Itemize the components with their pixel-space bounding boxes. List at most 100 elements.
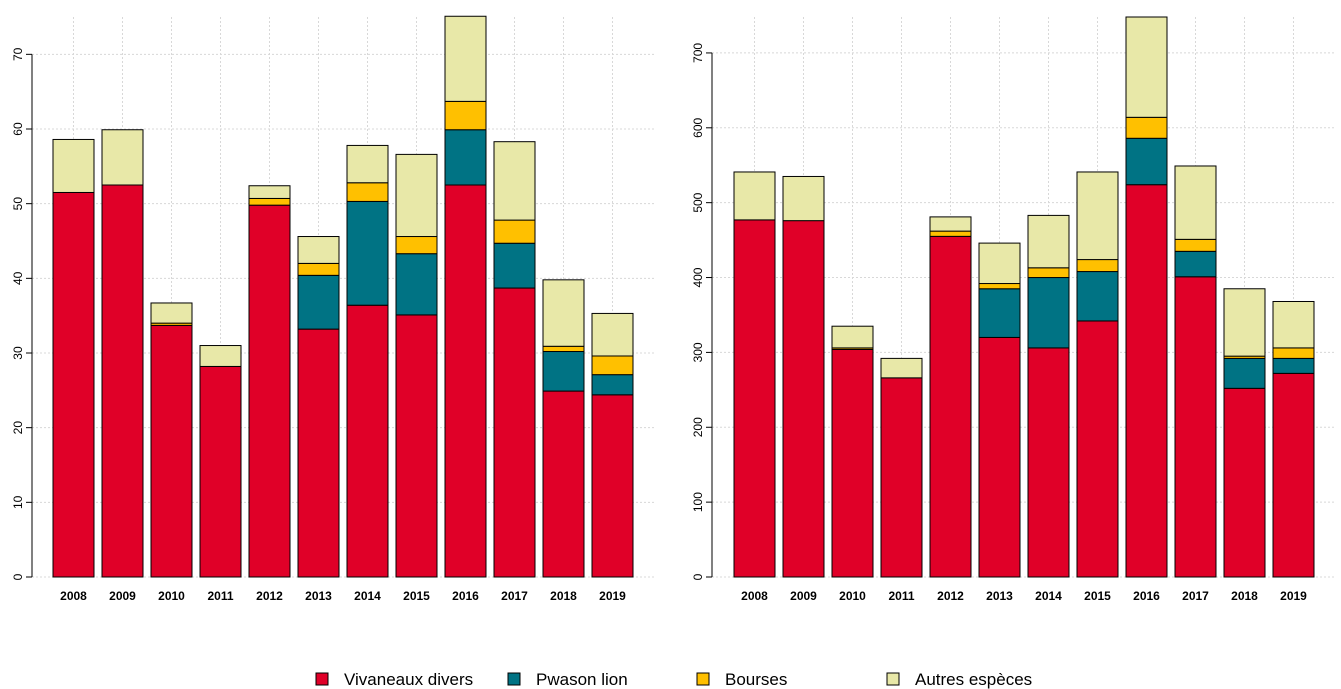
bar-autres-especes-2010 [150, 302, 193, 324]
bar-pwason-lion-2018 [1223, 357, 1266, 389]
x-tick-label: 2016 [452, 589, 479, 603]
x-tick-label: 2018 [1231, 589, 1258, 603]
bar-bourses-2016 [444, 100, 487, 131]
bar-pwason-lion-2013 [978, 288, 1021, 338]
x-tick-label: 2012 [937, 589, 964, 603]
bar-autres-especes-2014 [346, 144, 389, 184]
bar-autres-especes-2011 [880, 357, 923, 379]
bar-autres-especes-2016 [1125, 16, 1168, 118]
legend-label: Vivaneaux divers [344, 670, 473, 689]
bar-vivaneaux-divers-2017 [493, 287, 536, 578]
x-tick-label: 2010 [158, 589, 185, 603]
bar-bourses-2012 [929, 230, 972, 237]
y-tick-label: 20 [11, 421, 25, 435]
bar-vivaneaux-divers-2010 [150, 324, 193, 578]
bar-vivaneaux-divers-2013 [297, 328, 340, 578]
y-tick-label: 500 [691, 192, 705, 212]
bar-vivaneaux-divers-2016 [444, 184, 487, 578]
bar-autres-especes-2012 [248, 185, 291, 199]
x-tick-label: 2008 [741, 589, 768, 603]
x-tick-label: 2017 [1182, 589, 1209, 603]
bar-bourses-2015 [395, 236, 438, 255]
y-tick-label: 700 [691, 43, 705, 63]
legend-swatch [507, 672, 521, 686]
bar-autres-especes-2014 [1027, 214, 1070, 269]
x-tick-label: 2010 [839, 589, 866, 603]
bar-autres-especes-2009 [101, 129, 144, 186]
bar-bourses-2019 [591, 355, 634, 376]
legend: Vivaneaux divers Pwason lion Bourses Autres… [315, 670, 1032, 689]
bar-autres-especes-2012 [929, 216, 972, 232]
bar-vivaneaux-divers-2019 [1272, 372, 1315, 578]
y-tick-label: 40 [11, 271, 25, 285]
bar-autres-especes-2018 [542, 279, 585, 347]
legend-label: Pwason lion [536, 670, 628, 689]
y-tick-label: 70 [11, 47, 25, 61]
bar-vivaneaux-divers-2011 [199, 365, 242, 578]
y-axis: 0 10 20 30 40 50 60 70 [11, 47, 33, 580]
bar-bourses-2013 [297, 262, 340, 276]
x-tick-label: 2008 [60, 589, 87, 603]
bar-pwason-lion-2017 [1174, 250, 1217, 278]
legend-swatch [886, 672, 900, 686]
y-tick-label: 0 [691, 573, 705, 580]
x-tick-label: 2014 [1035, 589, 1062, 603]
x-axis: 2008 2009 2010 2011 2012 2013 2014 2015 2016 2017… [60, 589, 626, 603]
bar-bourses-2015 [1076, 259, 1119, 273]
legend-swatch [696, 672, 710, 686]
bar-vivaneaux-divers-2013 [978, 336, 1021, 578]
bar-autres-especes-2016 [444, 15, 487, 102]
bar-pwason-lion-2014 [346, 200, 389, 306]
bar-autres-especes-2018 [1223, 288, 1266, 357]
x-tick-label: 2009 [109, 589, 136, 603]
bar-autres-especes-2019 [591, 312, 634, 357]
y-tick-label: 30 [11, 346, 25, 360]
bar-autres-especes-2013 [978, 242, 1021, 285]
bar-vivaneaux-divers-2014 [346, 304, 389, 578]
bar-autres-especes-2013 [297, 236, 340, 264]
x-tick-label: 2011 [207, 589, 233, 603]
bar-bourses-2017 [1174, 238, 1217, 252]
bar-pwason-lion-2019 [591, 374, 634, 396]
bar-autres-especes-2008 [52, 138, 95, 193]
bar-vivaneaux-divers-2008 [733, 219, 776, 578]
bar-vivaneaux-divers-2009 [101, 184, 144, 578]
bar-vivaneaux-divers-2008 [52, 191, 95, 578]
bar-autres-especes-2017 [493, 141, 536, 221]
bar-pwason-lion-2015 [395, 253, 438, 316]
bar-vivaneaux-divers-2009 [782, 220, 825, 578]
bar-pwason-lion-2018 [542, 351, 585, 392]
y-tick-label: 400 [691, 267, 705, 287]
bar-pwason-lion-2014 [1027, 277, 1070, 349]
bar-pwason-lion-2016 [1125, 137, 1168, 186]
legend-item-pwason-lion: Pwason lion [507, 670, 628, 689]
bar-vivaneaux-divers-2018 [542, 390, 585, 578]
bar-vivaneaux-divers-2015 [395, 314, 438, 578]
bar-autres-especes-2011 [199, 345, 242, 367]
bar-vivaneaux-divers-2012 [929, 235, 972, 578]
y-axis: 0 100 200 300 400 500 600 700 [691, 43, 713, 580]
y-tick-label: 50 [11, 197, 25, 211]
x-tick-label: 2016 [1133, 589, 1160, 603]
legend-item-vivaneaux-divers: Vivaneaux divers [315, 670, 473, 689]
y-tick-label: 600 [691, 117, 705, 137]
x-tick-label: 2014 [354, 589, 381, 603]
y-tick-label: 200 [691, 417, 705, 437]
y-tick-label: 300 [691, 342, 705, 362]
x-tick-label: 2009 [790, 589, 817, 603]
bar-autres-especes-2017 [1174, 165, 1217, 240]
bar-vivaneaux-divers-2011 [880, 377, 923, 578]
bar-pwason-lion-2015 [1076, 271, 1119, 322]
bar-pwason-lion-2013 [297, 274, 340, 330]
x-axis: 2008 2009 2010 2011 2012 2013 2014 2015 2016 2017… [741, 589, 1307, 603]
x-tick-label: 2015 [403, 589, 430, 603]
bar-vivaneaux-divers-2014 [1027, 347, 1070, 578]
bar-bourses-2013 [978, 283, 1021, 290]
bar-autres-especes-2019 [1272, 300, 1315, 349]
bar-vivaneaux-divers-2019 [591, 394, 634, 578]
legend-label: Bourses [725, 670, 787, 689]
bar-vivaneaux-divers-2017 [1174, 276, 1217, 578]
x-tick-label: 2013 [986, 589, 1013, 603]
